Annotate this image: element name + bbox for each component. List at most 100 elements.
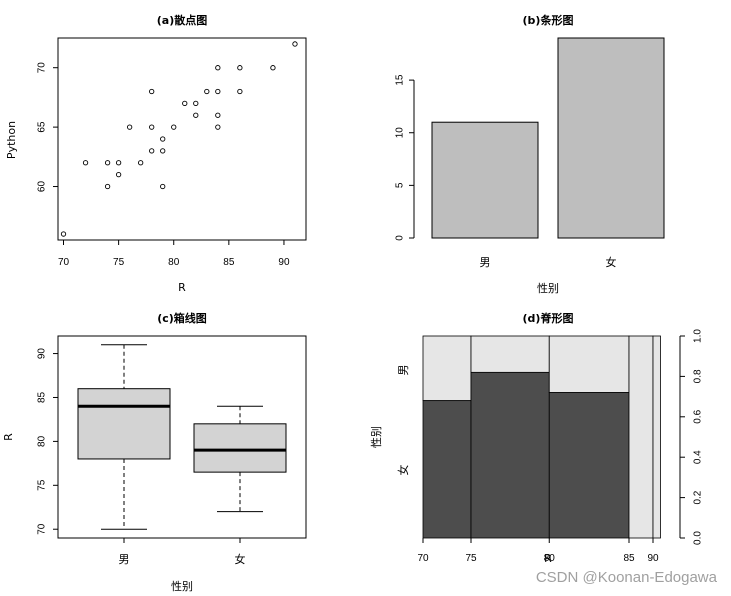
scatter-points: [60, 41, 298, 237]
y-tick-label: 90: [37, 348, 48, 360]
scatter-point: [149, 148, 155, 154]
bar-category-label: 女: [606, 255, 617, 269]
scatter-point: [160, 136, 166, 142]
right-tick-label: 0.6: [693, 409, 704, 423]
x-tick-label: 75: [113, 257, 125, 268]
right-tick-label: 0.0: [693, 531, 704, 545]
spineplot-x-label: R: [544, 552, 552, 565]
spine-segment-male: [470, 335, 550, 373]
box: [193, 423, 287, 473]
x-category-label: 男: [119, 553, 130, 566]
y-tick-label: 70: [37, 62, 48, 74]
y-tick-label: 0: [395, 235, 406, 241]
scatter-point: [215, 65, 221, 71]
x-tick-label: 75: [465, 553, 477, 564]
x-tick-label: 85: [623, 553, 635, 564]
spine-segment-female: [422, 400, 472, 539]
y-tick-label: 5: [395, 182, 406, 188]
spine-segment-female: [548, 392, 630, 539]
x-tick-label: 80: [168, 257, 180, 268]
scatter-point: [149, 88, 155, 95]
y-tick-label: 80: [37, 435, 48, 447]
x-tick-label: 85: [223, 257, 235, 268]
spine-segment-male: [628, 335, 654, 539]
boxplot-y-label: R: [2, 433, 15, 441]
x-tick-label: 90: [278, 257, 290, 268]
y-tick-label: 15: [395, 74, 406, 86]
boxplot-x-label: 性别: [171, 579, 193, 593]
scatter-axes: 70 75 80 85 90 60 65 70: [37, 62, 290, 268]
spine-segment-male: [652, 335, 661, 539]
boxplot-plot-frame: [57, 335, 307, 539]
y-tick-label: 85: [37, 391, 48, 403]
scatter-point: [182, 100, 188, 107]
spine-category-label: 女: [396, 465, 410, 476]
y-tick-label: 75: [37, 479, 48, 491]
watermark-text: CSDN @Koonan-Edogawa: [535, 569, 717, 586]
scatter-point: [115, 160, 122, 166]
scatter-point: [138, 160, 144, 166]
x-tick-label: 90: [647, 553, 659, 564]
scatter-point: [115, 171, 122, 178]
bar-panel: (b)条形图 男 女 0 5 10 15 性别: [395, 13, 665, 295]
y-tick-label: 65: [37, 121, 48, 133]
right-tick-label: 0.2: [693, 490, 704, 504]
boxplot-boxes: [77, 344, 287, 530]
scatter-x-label: R: [178, 281, 186, 294]
scatter-panel: (a)散点图 70 75 80 85 90 60 65 70 R Python: [5, 13, 307, 294]
bar-series: [431, 37, 665, 239]
scatter-point: [104, 160, 111, 166]
x-tick-label: 80: [544, 553, 556, 564]
bar-category-label: 男: [480, 256, 491, 269]
spine-category-label: 男: [397, 365, 410, 376]
bar-title: (b)条形图: [523, 13, 574, 27]
scatter-plot-frame: [57, 37, 307, 241]
scatter-point: [60, 231, 67, 237]
y-tick-label: 10: [395, 127, 406, 139]
y-tick-label: 60: [37, 181, 48, 193]
scatter-point: [292, 41, 298, 47]
x-category-label: 女: [235, 552, 246, 566]
scatter-point: [160, 148, 166, 154]
right-tick-label: 0.8: [693, 369, 704, 383]
scatter-point: [171, 124, 177, 130]
right-tick-label: 0.4: [693, 450, 704, 464]
scatter-point: [82, 160, 89, 166]
scatter-title: (a)散点图: [157, 13, 207, 27]
spineplot-axes: 70 75 80 85 90 0.0 0.2 0.4 0.6 0.8 1.0 男女: [396, 329, 704, 564]
box: [77, 388, 171, 460]
scatter-point: [204, 88, 210, 95]
spineplot-y-label: 性别: [369, 426, 383, 448]
scatter-point: [215, 88, 221, 95]
scatter-point: [126, 124, 133, 130]
spine-segment-male: [548, 335, 630, 393]
scatter-point: [215, 124, 221, 130]
scatter-point: [193, 112, 199, 118]
spineplot-panel: (d)脊形图 70 75 80 85 900.00.20.40.60.81.0男女 R …: [369, 311, 704, 565]
scatter-y-label: Python: [5, 121, 18, 159]
scatter-point: [270, 65, 276, 71]
bar-axes: 男 女 0 5 10 15: [395, 74, 617, 269]
spineplot-bins: [422, 335, 661, 539]
scatter-point: [215, 112, 221, 118]
bar-x-label: 性别: [537, 281, 559, 295]
scatter-point: [104, 183, 111, 190]
y-tick-label: 70: [37, 523, 48, 535]
boxplot-axes: 男 女 70 75 80 85 90: [37, 348, 246, 566]
right-tick-label: 1.0: [693, 329, 704, 343]
spine-segment-male: [422, 335, 472, 402]
x-tick-label: 70: [417, 553, 429, 564]
scatter-point: [193, 100, 199, 107]
scatter-point: [149, 124, 155, 130]
x-tick-label: 70: [58, 257, 70, 268]
spineplot-title: (d)脊形图: [523, 311, 574, 325]
boxplot-title: (c)箱线图: [157, 311, 207, 325]
scatter-point: [237, 88, 243, 95]
scatter-point: [160, 183, 166, 190]
bar: [431, 121, 539, 239]
boxplot-panel: (c)箱线图 男 女 70 75 80 85 90 性别 R: [2, 311, 307, 593]
scatter-point: [237, 65, 243, 71]
bar: [557, 37, 665, 239]
spine-segment-female: [470, 371, 550, 539]
